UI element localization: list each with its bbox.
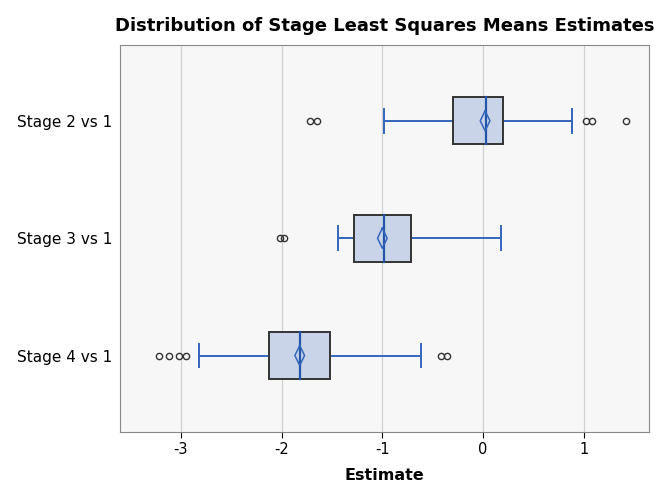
FancyBboxPatch shape <box>354 214 410 262</box>
FancyBboxPatch shape <box>453 98 503 144</box>
FancyBboxPatch shape <box>270 332 330 379</box>
Title: Distribution of Stage Least Squares Means Estimates: Distribution of Stage Least Squares Mean… <box>115 16 655 34</box>
X-axis label: Estimate: Estimate <box>345 468 425 483</box>
